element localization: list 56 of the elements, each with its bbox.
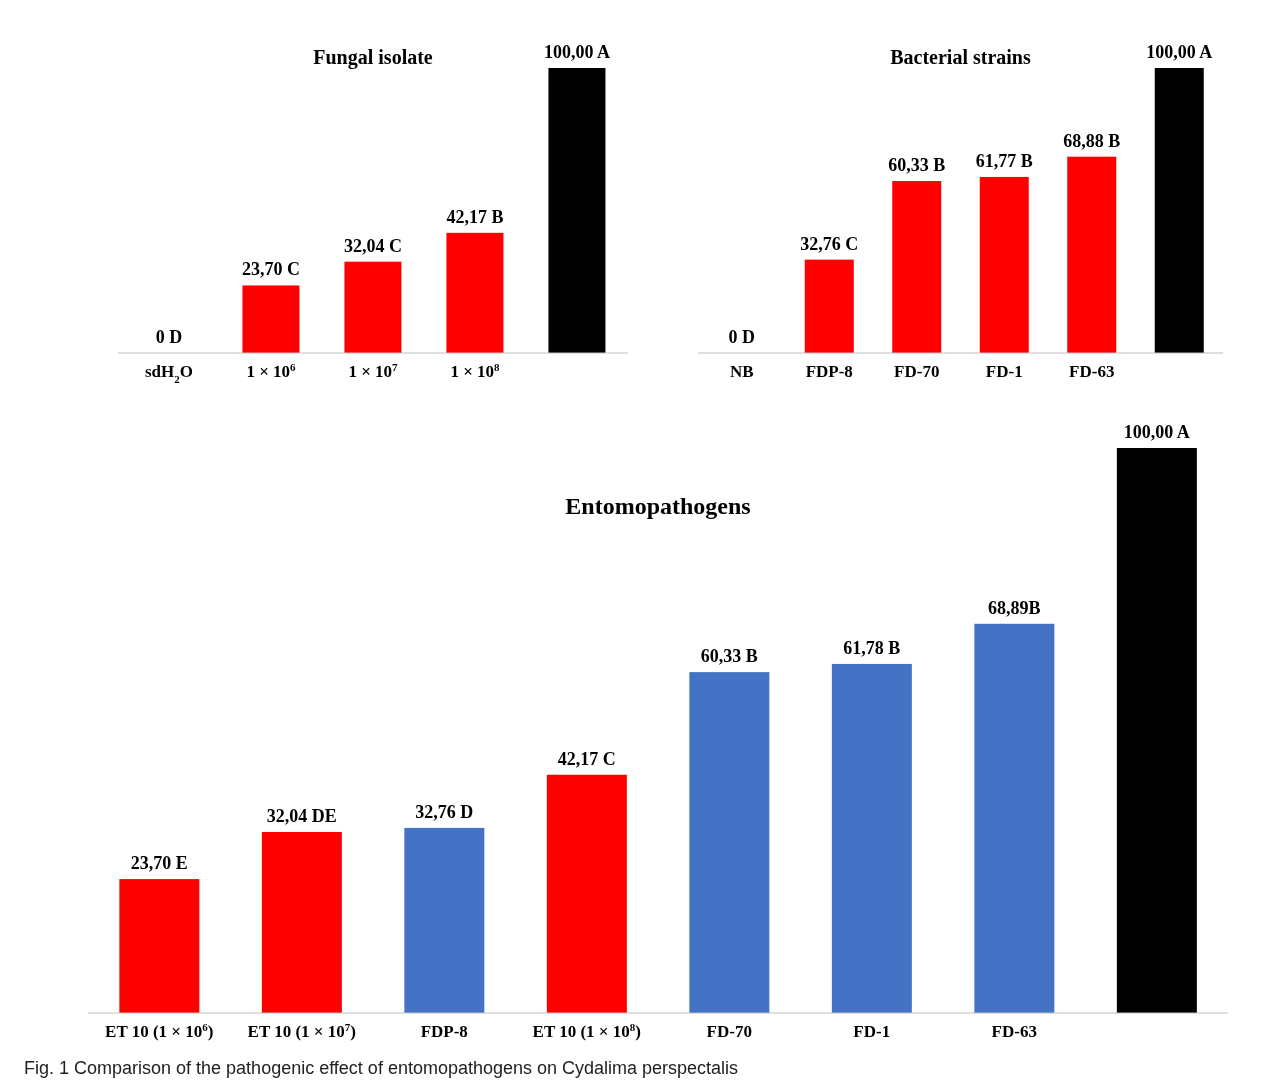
bar — [892, 181, 942, 353]
data-label: 68,88 B — [1063, 130, 1121, 151]
x-tick-label: ET 10 (1 × 10$^{6}$) — [105, 1021, 214, 1041]
x-tick-label: FD-1 — [853, 1022, 891, 1041]
bar — [548, 68, 606, 353]
bar — [979, 176, 1029, 353]
data-label: 61,78 B — [843, 637, 901, 658]
bar — [689, 672, 770, 1013]
x-tick-label: NB — [729, 362, 754, 381]
bar — [546, 774, 627, 1013]
data-label: 23,70 C — [241, 259, 300, 280]
text: Entomopathogens — [564, 493, 752, 520]
data-label: 32,76 D — [415, 801, 474, 822]
data-label: 100,00 A — [543, 42, 610, 62]
data-label: 60,33 B — [700, 646, 758, 667]
data-label: 0 D — [155, 327, 183, 347]
bar — [974, 623, 1055, 1013]
bar — [1154, 68, 1204, 353]
bar — [242, 285, 300, 353]
x-tick-label: sdH$_{2}$O — [144, 362, 194, 385]
bar — [1116, 448, 1197, 1013]
data-label: 100,00 A — [1123, 422, 1190, 442]
x-tick-label: FD-70 — [706, 1022, 752, 1041]
x-tick-label: ET 10 (1 × 10$^{7}$) — [247, 1021, 356, 1041]
bar — [446, 232, 504, 353]
data-label: 32,04 C — [343, 235, 402, 256]
bar — [1067, 156, 1117, 353]
data-label: 100,00 A — [1146, 42, 1213, 62]
data-label: 42,17 B — [446, 206, 504, 227]
x-tick-label: FDP-8 — [420, 1022, 468, 1041]
data-label: 32,76 C — [800, 233, 859, 254]
data-label: 23,70 E — [130, 853, 188, 874]
x-tick-label: 1 × 10$^{6}$ — [246, 361, 297, 381]
bar — [344, 261, 402, 353]
caption: Fig. 1 Comparison of the pathogenic effect of entomopathogens on Cydalima perspectalis — [24, 1058, 739, 1079]
bar — [119, 879, 200, 1013]
bar — [831, 663, 912, 1013]
bar — [404, 827, 485, 1013]
x-tick-label: FD-1 — [985, 362, 1023, 381]
data-label: 0 D — [728, 327, 755, 347]
data-label: 68,89B — [988, 597, 1041, 618]
x-tick-label: FD-63 — [1069, 362, 1115, 381]
x-tick-label: FD-70 — [894, 362, 940, 381]
x-tick-label: FD-63 — [991, 1022, 1037, 1041]
x-tick-label: 1 × 10$^{8}$ — [450, 361, 501, 381]
bar — [261, 831, 342, 1013]
x-tick-label: ET 10 (1 × 10$^{8}$) — [532, 1021, 641, 1041]
data-label: 60,33 B — [888, 155, 946, 176]
data-label: 32,04 DE — [266, 805, 337, 826]
data-label: 61,77 B — [975, 150, 1033, 171]
data-label: 42,17 C — [557, 748, 616, 769]
x-tick-label: 1 × 10$^{7}$ — [348, 361, 399, 381]
chart-title: Bacterial strains — [890, 46, 1031, 68]
x-tick-label: FDP-8 — [805, 362, 853, 381]
chart-title: Fungal isolate — [313, 46, 433, 68]
bar — [804, 259, 854, 353]
